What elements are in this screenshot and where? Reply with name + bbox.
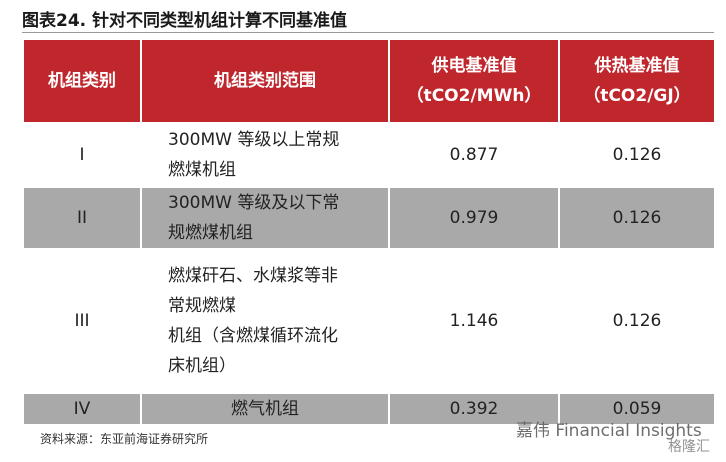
- cell-line: 0.392: [449, 399, 499, 419]
- table-row: II 300MW 等级及以下常 规燃煤机组 0.979 0.126: [22, 186, 716, 250]
- cell-line: IV: [73, 399, 91, 419]
- title: 图表24. 针对不同类型机组计算不同基准值: [22, 11, 348, 31]
- cell-line: 0.979: [449, 208, 499, 228]
- cell-line: 常规燃煤: [168, 296, 236, 316]
- cell-line: 0.877: [449, 145, 499, 165]
- table-cell: 300MW 等级及以下常 规燃煤机组: [140, 186, 390, 250]
- table-cell: 300MW 等级以上常规 燃煤机组: [140, 122, 390, 188]
- table-cell: 0.392: [388, 392, 560, 426]
- table-cell: 0.126: [558, 186, 716, 250]
- watermark: 格隆汇: [668, 439, 710, 455]
- table-cell: IV: [22, 392, 142, 426]
- table-cell: 供电基准值 （tCO2/MWh）: [388, 38, 560, 124]
- cell-line: 0.059: [612, 399, 662, 419]
- cell-line: 机组类别: [48, 71, 116, 91]
- cell-line: 燃煤矸石、水煤浆等非: [168, 266, 338, 286]
- table-cell: III: [22, 248, 142, 394]
- cell-line: 机组（含燃煤循环流化: [168, 326, 338, 346]
- cell-line: II: [76, 208, 88, 228]
- cell-line: 0.126: [612, 208, 662, 228]
- cell-line: （tCO2/MWh）: [406, 86, 542, 106]
- table-cell: 燃煤矸石、水煤浆等非 常规燃煤机组（含燃煤循环流化 床机组）: [140, 248, 390, 394]
- cell-line: 机组类别范围: [214, 71, 316, 91]
- table: 机组类别 机组类别范围 供电基准值 （tCO2/MWh） 供热基准值 （tCO2/GJ） …: [22, 38, 716, 426]
- table-cell: 机组类别: [22, 38, 142, 124]
- watermark: 嘉伟 Financial Insights: [516, 421, 702, 441]
- table-cell: II: [22, 186, 142, 250]
- source: 资料来源：东亚前海证券研究所: [40, 432, 209, 446]
- table-cell: 0.877: [388, 122, 560, 188]
- table-cell: I: [22, 122, 142, 188]
- cell-line: 燃气机组: [231, 399, 299, 419]
- table-cell: 供热基准值 （tCO2/GJ）: [558, 38, 716, 124]
- table-cell: 燃气机组: [140, 392, 390, 426]
- title-rule: [22, 32, 714, 33]
- cell-line: 300MW 等级及以下常: [168, 193, 340, 213]
- cell-line: 供热基准值: [594, 56, 680, 76]
- table-cell: 0.126: [558, 122, 716, 188]
- table-cell: 0.126: [558, 248, 716, 394]
- table-cell: 0.059: [558, 392, 716, 426]
- cell-line: 300MW 等级以上常规: [168, 130, 340, 150]
- table-cell: 机组类别范围: [140, 38, 390, 124]
- cell-line: 1.146: [449, 311, 499, 331]
- table-cell: 1.146: [388, 248, 560, 394]
- table-row: IV 燃气机组 0.392 0.059: [22, 392, 716, 426]
- cell-line: 床机组）: [168, 356, 236, 376]
- cell-line: I: [79, 145, 85, 165]
- cell-line: （tCO2/GJ）: [583, 86, 691, 106]
- table-row: I 300MW 等级以上常规 燃煤机组 0.877 0.126: [22, 122, 716, 188]
- cell-line: 供电基准值: [431, 56, 517, 76]
- cell-line: 规燃煤机组: [168, 223, 253, 243]
- table-header: 机组类别 机组类别范围 供电基准值 （tCO2/MWh） 供热基准值 （tCO2/GJ）: [22, 38, 716, 124]
- cell-line: 燃煤机组: [168, 160, 236, 180]
- header-row: 机组类别 机组类别范围 供电基准值 （tCO2/MWh） 供热基准值 （tCO2/GJ）: [22, 38, 716, 124]
- cell-line: 0.126: [612, 311, 662, 331]
- table-body: I 300MW 等级以上常规 燃煤机组 0.877 0.126 II 300MW 等级及以下…: [22, 122, 716, 426]
- cell-line: III: [74, 311, 90, 331]
- table-row: III 燃煤矸石、水煤浆等非 常规燃煤机组（含燃煤循环流化 床机组） 1.146 0.12…: [22, 248, 716, 394]
- cell-line: 0.126: [612, 145, 662, 165]
- table-cell: 0.979: [388, 186, 560, 250]
